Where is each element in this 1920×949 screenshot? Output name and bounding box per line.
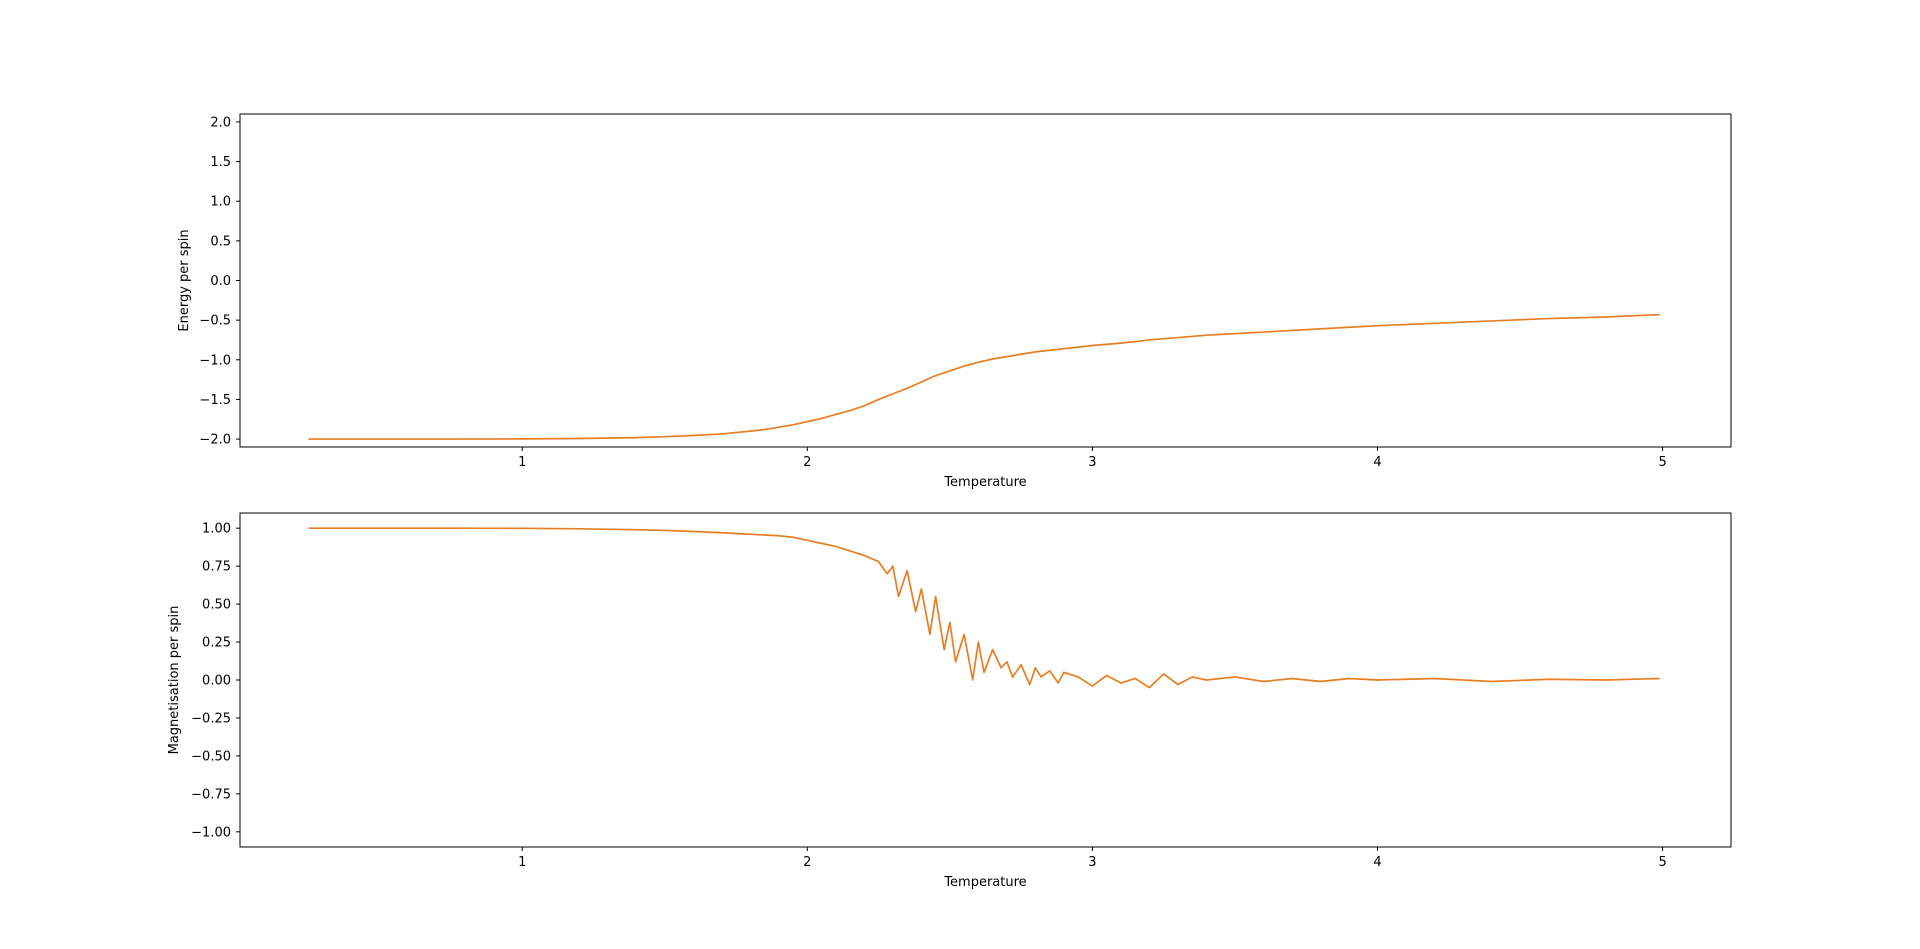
energy-xtick-label: 3 [1088,455,1096,470]
energy-ytick-label: −0.5 [199,314,231,329]
magnetisation-xtick-label: 1 [518,855,526,870]
magnetisation-xlabel: Temperature [943,875,1026,890]
energy-ylabel: Energy per spin [177,229,192,331]
energy-xlabel: Temperature [943,475,1026,490]
energy-ticks: 1 2 3 4 5 −2.0 −1.5 −1.0 −0.5 0.0 0.5 1.0 1.5 2.0 [199,115,1666,470]
magnetisation-series-line [308,527,1660,689]
magnetisation-subplot: 1 2 3 4 5 −1.00 −0.75 −0.50 −0.25 0.00 0.25 0.50 0.7… [167,512,1732,890]
energy-xtick-label: 5 [1658,455,1666,470]
magnetisation-ytick-label: −0.50 [191,749,231,764]
energy-ytick-label: 0.0 [210,274,231,289]
energy-series-line [308,313,1660,440]
magnetisation-ytick-label: 0.50 [202,598,231,613]
magnetisation-xtick-label: 3 [1088,855,1096,870]
magnetisation-ytick-label: 0.75 [202,560,231,575]
energy-ytick-label: 0.5 [210,234,231,249]
magnetisation-ytick-label: 0.00 [202,674,231,689]
magnetisation-xtick-label: 2 [803,855,811,870]
energy-xtick-label: 2 [803,455,811,470]
energy-xtick-label: 1 [518,455,526,470]
magnetisation-ytick-label: −0.25 [191,711,231,726]
energy-subplot: 1 2 3 4 5 −2.0 −1.5 −1.0 −0.5 0.0 0.5 1.0 1.5 2.0 Tem… [177,113,1732,490]
energy-axes-frame [239,113,1732,448]
energy-ytick-label: 1.5 [210,155,231,170]
magnetisation-ytick-label: −0.75 [191,787,231,802]
energy-ytick-label: −1.0 [199,353,231,368]
magnetisation-ylabel: Magnetisation per spin [167,606,182,755]
magnetisation-xtick-label: 5 [1658,855,1666,870]
energy-ytick-label: −1.5 [199,393,231,408]
magnetisation-axes-frame [239,512,1732,848]
energy-ytick-label: −2.0 [199,433,231,448]
magnetisation-ytick-label: 0.25 [202,636,231,651]
magnetisation-ytick-label: −1.00 [191,825,231,840]
magnetisation-ytick-label: 1.00 [202,522,231,537]
magnetisation-ticks: 1 2 3 4 5 −1.00 −0.75 −0.50 −0.25 0.00 0.25 0.50 0.7… [191,522,1667,870]
energy-ytick-label: 2.0 [210,115,231,130]
magnetisation-xtick-label: 4 [1373,855,1381,870]
energy-xtick-label: 4 [1373,455,1381,470]
energy-ytick-label: 1.0 [210,195,231,210]
